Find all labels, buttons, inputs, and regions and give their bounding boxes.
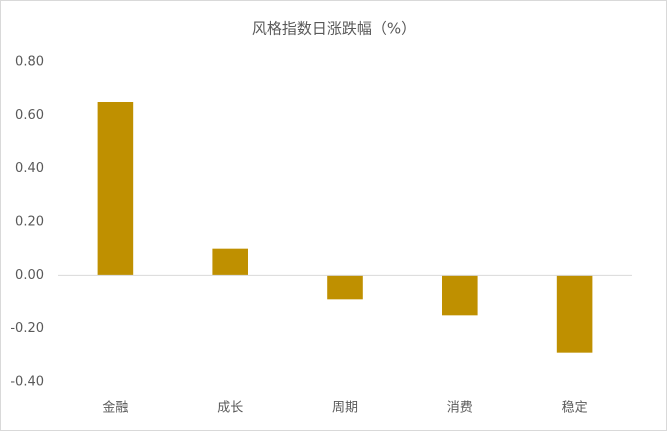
- y-tick-label: 0.40: [15, 161, 44, 176]
- y-tick-label: 0.60: [15, 108, 44, 123]
- x-tick-label: 稳定: [562, 400, 588, 416]
- x-tick-label: 周期: [332, 401, 358, 416]
- bar: [97, 102, 134, 276]
- x-tick-label: 消费: [447, 401, 473, 416]
- bar: [212, 248, 248, 276]
- bar: [556, 275, 593, 353]
- y-tick-label: 0.80: [15, 55, 44, 70]
- bar: [327, 275, 363, 300]
- y-tick-label: -0.20: [10, 321, 44, 336]
- y-tick-label: -0.40: [10, 375, 44, 390]
- y-tick-label: 0.00: [15, 268, 44, 283]
- y-tick-label: 0.20: [15, 215, 44, 230]
- x-tick-label: 成长: [217, 401, 243, 416]
- bar: [442, 275, 478, 316]
- chart-title: 风格指数日涨跌幅（%）: [252, 20, 416, 38]
- x-tick-label: 金融: [102, 400, 128, 416]
